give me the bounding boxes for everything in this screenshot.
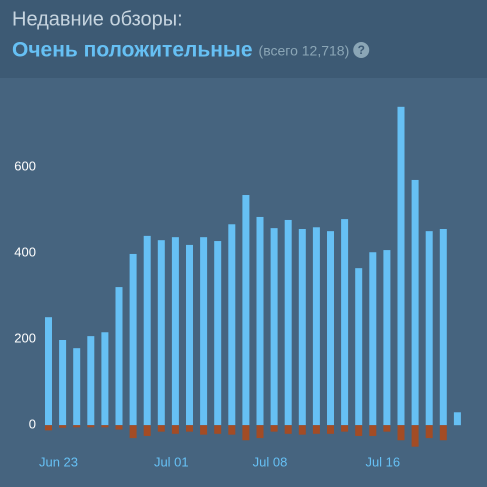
bar — [397, 106, 405, 426]
bar — [228, 425, 236, 435]
bar — [369, 252, 377, 426]
bar — [87, 425, 95, 428]
x-tick-label: Jun 23 — [39, 454, 78, 469]
bar — [411, 179, 419, 426]
bar — [200, 425, 208, 435]
bar — [298, 229, 306, 426]
bar — [256, 425, 264, 439]
bar — [270, 228, 278, 426]
bar — [186, 244, 193, 426]
bar — [439, 229, 447, 426]
bar — [45, 317, 52, 426]
bar — [59, 340, 67, 426]
bar — [327, 231, 334, 426]
bar — [355, 268, 363, 426]
bar — [115, 425, 123, 430]
x-tick-label: Jul 01 — [154, 454, 189, 469]
chart-title: Недавние обзоры: — [12, 8, 183, 30]
bar — [115, 287, 123, 426]
bar — [228, 224, 236, 426]
bar — [101, 425, 109, 428]
bar — [129, 253, 137, 426]
bar — [439, 425, 447, 441]
bar — [383, 250, 391, 426]
bar — [73, 348, 81, 426]
bar — [425, 425, 433, 439]
bar — [143, 235, 151, 426]
bar — [298, 425, 306, 435]
bar — [143, 425, 151, 436]
bar — [341, 425, 349, 432]
y-tick-label: 0 — [29, 417, 36, 432]
bar — [256, 216, 264, 426]
bar — [157, 240, 165, 426]
bar — [157, 425, 165, 432]
bar — [312, 227, 320, 426]
bar — [129, 425, 137, 439]
bar — [341, 219, 349, 426]
bar — [171, 425, 179, 434]
bar — [186, 425, 193, 432]
bar — [45, 425, 52, 431]
bar — [59, 425, 67, 428]
bar — [355, 425, 363, 436]
review-count: (всего 12,718) — [259, 43, 350, 59]
bar — [312, 425, 320, 434]
bar — [270, 425, 278, 432]
help-icon-label[interactable]: ? — [358, 43, 365, 57]
bar — [284, 425, 292, 434]
bar — [200, 237, 208, 426]
bar — [383, 425, 391, 432]
bar — [73, 425, 81, 428]
bar — [171, 237, 179, 426]
bar — [453, 412, 461, 426]
y-tick-label: 200 — [14, 331, 36, 346]
bar — [87, 336, 95, 426]
x-tick-label: Jul 08 — [253, 454, 288, 469]
bar — [411, 425, 419, 447]
bar — [425, 231, 433, 426]
y-tick-label: 400 — [14, 245, 36, 260]
y-tick-label: 600 — [14, 158, 36, 173]
bar — [214, 425, 222, 434]
bar — [327, 425, 334, 434]
bar — [369, 425, 377, 436]
x-tick-label: Jul 16 — [365, 454, 400, 469]
bar — [284, 219, 292, 426]
bar — [242, 195, 250, 426]
chart-subtitle: Очень положительные — [12, 39, 253, 62]
bar — [242, 425, 250, 441]
bar — [214, 241, 222, 426]
header-background — [0, 0, 487, 78]
bar — [101, 332, 109, 426]
help-icon[interactable] — [353, 42, 370, 58]
bar — [397, 425, 405, 441]
